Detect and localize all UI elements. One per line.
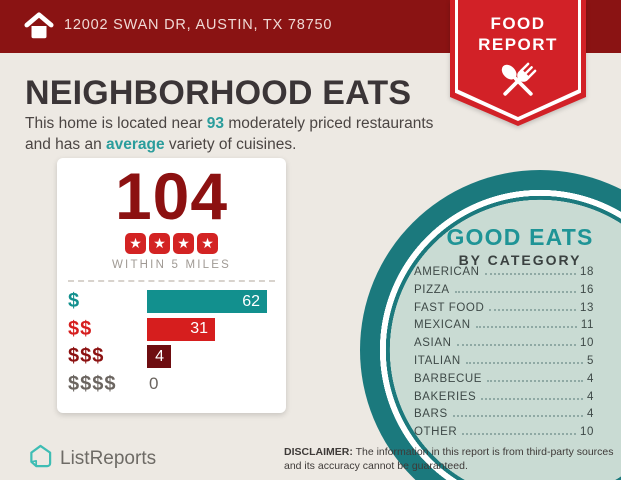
rating-stars: ★ ★ ★ ★ [57,232,286,254]
category-list: AMERICAN 18 PIZZA 16 FAST FOOD 13 MEXICA… [414,266,594,444]
dotted-leader [484,273,576,275]
bar-fill: 62 [147,290,267,313]
listreports-icon [28,444,53,474]
card-divider [68,280,275,282]
dotted-leader [487,379,583,382]
dotted-leader [454,290,576,293]
price-tier-label: $ [68,290,81,312]
dotted-leader [489,308,576,311]
price-tier-label: $$$$ [68,372,117,395]
category-count: 4 [587,372,594,385]
total-restaurants: 104 [114,159,229,233]
disclaimer: DISCLAIMER: The information in this repo… [284,446,614,474]
category-count: 10 [580,426,594,439]
restaurant-count: 93 [206,115,225,132]
category-label: BARS [414,408,448,421]
dotted-leader [452,415,583,418]
bar-value: 4 [155,347,164,365]
category-row: FAST FOOD 13 [414,302,594,320]
page-title: NEIGHBORHOOD EATS [25,74,412,112]
price-bar-row: $$ 31 [68,317,277,341]
bar-track: 31 [147,317,277,341]
summary-mid: moderately priced restaurants and has an [25,115,434,154]
category-row: ITALIAN 5 [414,355,594,373]
category-row: OTHER 10 [414,426,594,444]
category-row: BARBECUE 4 [414,373,594,391]
bar-fill: 31 [147,317,215,341]
price-bar-row: $$$ 4 [68,345,277,368]
category-row: ASIAN 10 [414,337,594,355]
bar-track: 0 0 [147,373,277,396]
property-address: 12002 SWAN DR, AUSTIN, TX 78750 [64,17,333,33]
food-report-badge: FOOD REPORT [450,0,586,126]
star-icon: ★ [149,232,170,254]
price-tier-label: $$$ [68,345,105,367]
category-label: BAKERIES [414,390,477,403]
dotted-leader [475,326,577,329]
crossed-utensils-icon [494,58,542,109]
good-eats-title: GOOD EATS [446,224,594,250]
ribbon-inner [458,0,578,117]
bar-zero-value: 0 [149,373,159,393]
good-eats-heading: GOOD EATS BY CATEGORY [415,224,621,268]
category-label: ASIAN [414,337,452,350]
bar-value: 62 [242,292,260,310]
category-row: AMERICAN 18 [414,266,594,284]
category-count: 16 [580,283,594,296]
summary-post: variety of cuisines. [164,136,297,154]
category-label: BARBECUE [414,372,483,385]
category-label: MEXICAN [414,319,471,332]
star-icon: ★ [197,232,218,254]
badge-line1: FOOD [490,14,546,33]
bar-track: 62 [147,290,277,313]
dotted-leader [481,397,583,400]
dotted-leader [462,433,576,436]
price-bar-row: $ 62 [68,290,277,313]
variety-highlight: average [106,136,165,154]
category-label: AMERICAN [414,266,480,278]
dotted-leader [465,361,583,364]
bar-track: 4 [147,345,277,368]
bar-value: 31 [190,320,208,337]
category-row: BAKERIES 4 [414,391,594,409]
disclaimer-text: The information in this report is from t… [284,446,614,472]
category-label: ITALIAN [414,354,461,367]
price-tier-label: $$ [68,317,93,340]
bar-fill: 4 [147,345,171,368]
radius-label: WITHIN 5 MILES [112,259,231,271]
price-bar-chart: $ 62 $$ 31 $$$ [57,290,286,396]
category-count: 18 [580,266,594,278]
category-label: PIZZA [414,283,450,296]
category-row: MEXICAN 11 [414,319,594,337]
badge-title: FOOD REPORT [450,13,586,56]
brand-name: ListReports [60,448,157,469]
category-count: 4 [587,390,594,403]
home-icon [24,11,54,46]
category-count: 4 [587,408,594,421]
category-row: BARS 4 [414,408,594,426]
good-eats-subtitle: BY CATEGORY [458,252,582,268]
star-icon: ★ [125,232,146,254]
category-count: 5 [587,354,594,367]
category-count: 10 [580,337,594,350]
star-icon: ★ [173,232,194,254]
badge-line2: REPORT [478,35,558,55]
summary-pre: This home is located near [25,115,207,132]
category-count: 13 [580,301,594,314]
summary-text: This home is located near 93 moderately … [25,113,453,156]
price-bar-row: $$$$ 0 0 [68,373,277,396]
restaurant-stats-card: 104 ★ ★ ★ ★ WITHIN 5 MILES $ 62 [57,158,286,413]
category-label: OTHER [414,426,458,439]
category-label: FAST FOOD [414,301,485,314]
category-count: 11 [580,319,594,332]
disclaimer-label: DISCLAIMER: [284,446,353,458]
category-row: PIZZA 16 [414,284,594,302]
listreports-logo: ListReports [28,444,156,474]
dotted-leader [456,344,576,347]
